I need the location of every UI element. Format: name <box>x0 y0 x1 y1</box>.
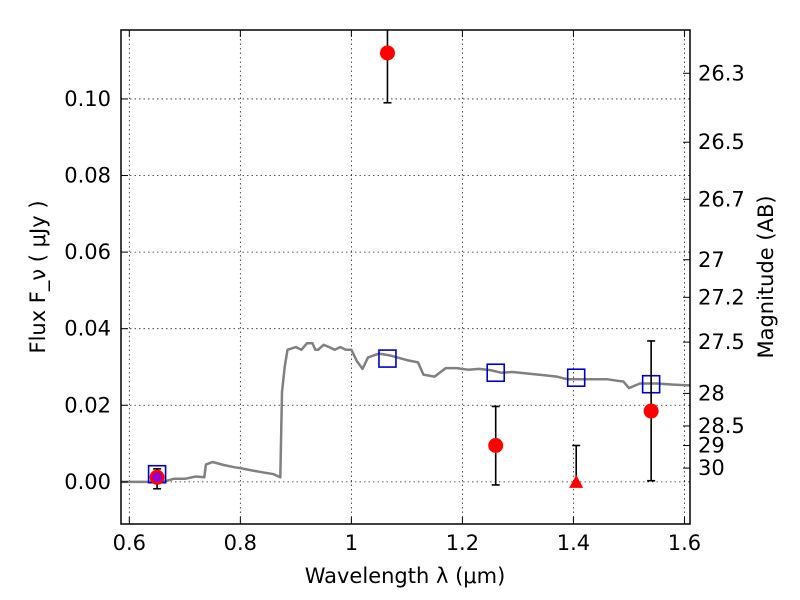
right-tick-label: 26.7 <box>698 187 745 211</box>
observed-photometry <box>149 30 659 490</box>
upper-limit-triangle <box>569 474 584 488</box>
right-axis-label: Magnitude (AB) <box>754 195 778 358</box>
plot-frame <box>120 29 691 525</box>
grid <box>121 30 690 524</box>
right-tick-label: 29 <box>698 433 725 457</box>
y-tick-label: 0.00 <box>64 470 111 494</box>
right-tick-label: 30 <box>698 456 725 480</box>
x-tick-label: 1.4 <box>557 531 590 555</box>
x-tick-label: 1.6 <box>668 531 701 555</box>
plot-area <box>121 30 690 524</box>
x-tick-label: 1.2 <box>446 531 479 555</box>
observed-point <box>379 45 395 61</box>
x-tick-label: 0.6 <box>113 531 146 555</box>
model-photometry-square <box>566 368 586 388</box>
observed-point <box>643 403 659 419</box>
axis-ticks: 0.6 0.8 1 1.2 1.4 1.6 0.00 0.02 0.04 0.06 0.08 0.10… <box>64 30 745 555</box>
right-tick-label: 27.5 <box>698 330 745 354</box>
y-tick-label: 0.10 <box>64 87 111 111</box>
observed-point <box>488 437 504 453</box>
flagged-point <box>152 472 163 483</box>
right-tick-label: 26.3 <box>698 61 745 85</box>
x-tick-label: 1 <box>345 531 358 555</box>
x-tick-label: 0.8 <box>224 531 257 555</box>
right-tick-label: 28.5 <box>698 414 745 438</box>
model-photometry-square <box>486 363 506 383</box>
x-axis-label: Wavelength λ (μm) <box>305 564 506 588</box>
right-tick-label: 27.2 <box>698 285 745 309</box>
right-tick-label: 28 <box>698 381 725 405</box>
y-tick-label: 0.02 <box>64 393 111 417</box>
y-tick-label: 0.08 <box>64 164 111 188</box>
right-tick-label: 26.5 <box>698 130 745 154</box>
y-tick-label: 0.04 <box>64 317 111 341</box>
model-photometry-square <box>378 349 397 368</box>
y-tick-label: 0.06 <box>64 240 111 264</box>
y-axis-label: Flux F_ν ( μJy ) <box>26 200 51 353</box>
right-tick-label: 27 <box>698 248 725 272</box>
